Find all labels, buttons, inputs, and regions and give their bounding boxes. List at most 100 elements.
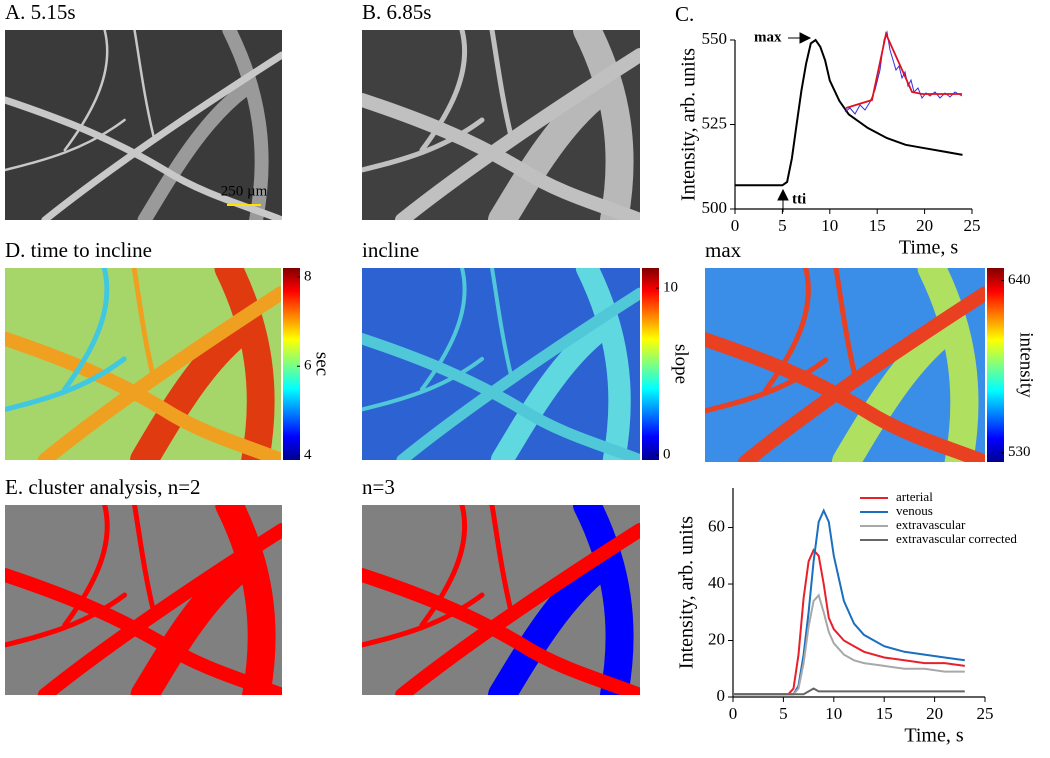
image-panel (5, 505, 282, 695)
annotation-arrow (788, 32, 812, 44)
y-tick-label: 60 (708, 516, 725, 535)
artery (5, 331, 281, 460)
colorbar-label: intensity (1016, 332, 1037, 398)
vein (215, 505, 276, 695)
vein (917, 268, 979, 462)
colorbar-tick-label: 530 (1008, 444, 1031, 460)
vein (575, 268, 631, 460)
image-panel (5, 30, 282, 220)
artery (5, 568, 282, 695)
x-tick-label: 5 (779, 704, 788, 723)
vein (831, 314, 961, 462)
legend-label: extravascular (896, 517, 966, 532)
colorbar-tick-label: 0 (663, 446, 671, 462)
scale-bar-label: 250 µm (221, 183, 268, 199)
artery (41, 51, 282, 220)
artery (705, 332, 985, 462)
panel-label: E. cluster analysis, n=2 (5, 475, 201, 499)
y-tick-label: 0 (717, 686, 726, 705)
x-tick-label: 20 (926, 704, 943, 723)
x-tick-label: 10 (821, 216, 838, 235)
vein (137, 83, 252, 220)
image-panel (362, 268, 640, 460)
artery (762, 268, 811, 394)
panel-label: B. 6.85s (362, 0, 431, 24)
y-tick-label: 500 (702, 198, 728, 217)
annotation: tti (792, 191, 806, 207)
vein (490, 317, 614, 460)
artery (62, 505, 110, 628)
y-tick-label: 550 (702, 29, 728, 48)
artery (489, 505, 515, 618)
y-tick-label: 20 (708, 629, 725, 648)
vein (488, 76, 616, 220)
vessels (705, 268, 985, 462)
artery (362, 333, 640, 460)
x-tick-label: 10 (825, 704, 842, 723)
image-panel (362, 30, 640, 220)
y-axis-label: Intensity, arb. units (676, 516, 698, 669)
y-tick-label: 525 (702, 113, 728, 132)
x-tick-label: 0 (729, 704, 738, 723)
inset-fit (845, 31, 962, 109)
chart-title: C. (675, 2, 694, 26)
vein (488, 551, 616, 695)
vessels (362, 505, 640, 695)
x-tick-label: 0 (731, 216, 740, 235)
x-tick-label: 25 (977, 704, 994, 723)
artery (362, 568, 640, 695)
colorbar-label: sec (312, 352, 333, 376)
artery (362, 356, 484, 412)
artery (131, 268, 157, 382)
annotation: max (754, 29, 782, 45)
panel-label: D. time to incline (5, 238, 152, 262)
legend-label: arterial (896, 489, 933, 504)
colorbar-tick-label: 10 (663, 279, 678, 295)
colorbar (987, 268, 1004, 462)
legend-label: extravascular corrected (896, 531, 1017, 546)
artery (63, 30, 109, 152)
vessels (362, 30, 640, 220)
vein (130, 551, 259, 695)
artery (490, 268, 514, 382)
panel-label: A. 5.15s (5, 0, 76, 24)
series-line (733, 687, 965, 696)
artery (833, 268, 859, 383)
x-tick-label: 15 (869, 216, 886, 235)
colorbar-label: slope (671, 344, 692, 384)
artery (419, 505, 468, 628)
colorbar-tick-label: 8 (304, 268, 312, 284)
vein (573, 30, 634, 220)
artery (5, 356, 127, 412)
artery (362, 592, 485, 648)
vessels (5, 505, 282, 695)
x-tick-label: 5 (778, 216, 787, 235)
legend-label: venous (896, 503, 933, 518)
colorbar (283, 268, 300, 460)
image-panel (705, 268, 985, 462)
panel-label: n=3 (362, 475, 395, 499)
colorbar-tick-label: 6 (304, 358, 312, 374)
image-panel (362, 505, 640, 695)
artery (5, 592, 128, 648)
artery (489, 30, 515, 143)
vessels (5, 30, 282, 220)
panel-label: max (705, 238, 742, 262)
artery (362, 93, 640, 220)
x-tick-label: 20 (916, 216, 933, 235)
colorbar-tick-label: 4 (304, 447, 312, 463)
artery (420, 268, 467, 392)
x-axis-label: Time, s (899, 237, 959, 259)
series-line (735, 38, 963, 187)
vessels (5, 268, 281, 460)
vein (573, 505, 634, 695)
artery (5, 118, 126, 172)
colorbar (642, 268, 659, 460)
x-axis-label: Time, s (904, 725, 964, 747)
x-tick-label: 15 (876, 704, 893, 723)
vein (222, 30, 269, 220)
vein (214, 268, 275, 460)
image-panel (5, 268, 281, 460)
vessels (362, 268, 640, 460)
series-line (733, 548, 965, 696)
